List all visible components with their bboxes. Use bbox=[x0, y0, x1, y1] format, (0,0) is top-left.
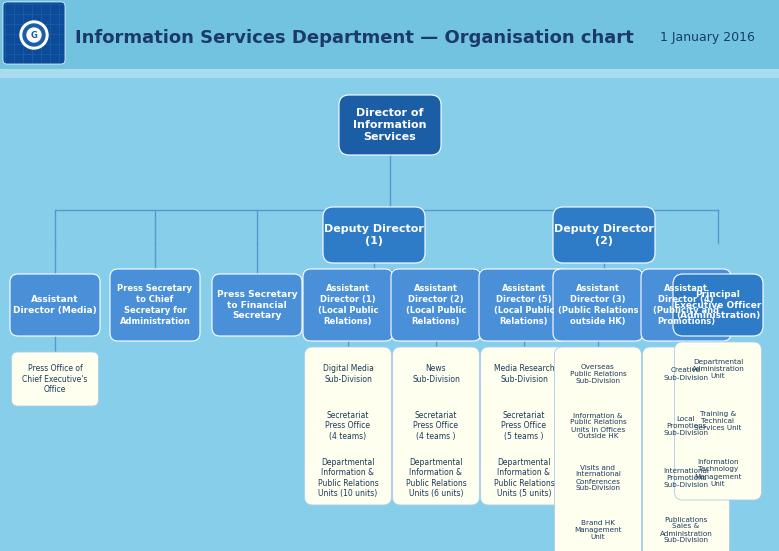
FancyBboxPatch shape bbox=[675, 342, 762, 500]
FancyBboxPatch shape bbox=[479, 269, 569, 341]
FancyBboxPatch shape bbox=[481, 347, 567, 505]
Text: News
Sub-Division: News Sub-Division bbox=[412, 364, 460, 383]
Text: Press Office of
Chief Executive's
Office: Press Office of Chief Executive's Office bbox=[23, 364, 88, 394]
Text: Departmental
Information &
Public Relations
Units (6 units): Departmental Information & Public Relati… bbox=[406, 458, 467, 498]
Text: Local
Promotions
Sub-Division: Local Promotions Sub-Division bbox=[664, 416, 708, 436]
FancyBboxPatch shape bbox=[553, 207, 655, 263]
Text: Assistant
Director (2)
(Local Public
Relations): Assistant Director (2) (Local Public Rel… bbox=[406, 284, 467, 326]
Text: Brand HK
Management
Unit: Brand HK Management Unit bbox=[574, 520, 622, 540]
Text: G: G bbox=[30, 30, 37, 40]
FancyBboxPatch shape bbox=[391, 269, 481, 341]
Text: Assistant
Director (Media): Assistant Director (Media) bbox=[13, 295, 97, 315]
Text: 1 January 2016: 1 January 2016 bbox=[660, 31, 755, 45]
FancyBboxPatch shape bbox=[393, 347, 480, 505]
Text: Secretariat
Press Office
(5 teams ): Secretariat Press Office (5 teams ) bbox=[502, 411, 547, 441]
Text: Training &
Technical
Services Unit: Training & Technical Services Unit bbox=[694, 411, 742, 431]
Text: Principal
Executive Officer
(Administration): Principal Executive Officer (Administrat… bbox=[675, 290, 762, 320]
FancyBboxPatch shape bbox=[212, 274, 302, 336]
FancyBboxPatch shape bbox=[555, 347, 641, 551]
Text: Digital Media
Sub-Division: Digital Media Sub-Division bbox=[323, 364, 373, 383]
FancyBboxPatch shape bbox=[10, 274, 100, 336]
Text: Assistant
Director (3)
(Public Relations
outside HK): Assistant Director (3) (Public Relations… bbox=[558, 284, 638, 326]
FancyBboxPatch shape bbox=[12, 352, 98, 406]
Text: Departmental
Administration
Unit: Departmental Administration Unit bbox=[692, 359, 745, 379]
FancyBboxPatch shape bbox=[3, 2, 65, 64]
Circle shape bbox=[20, 21, 48, 49]
Text: Information
Technology
Management
Unit: Information Technology Management Unit bbox=[694, 460, 742, 487]
Text: Publications
Sales &
Administration
Sub-Division: Publications Sales & Administration Sub-… bbox=[660, 516, 712, 543]
FancyBboxPatch shape bbox=[643, 347, 729, 551]
FancyBboxPatch shape bbox=[673, 274, 763, 336]
Text: Secretariat
Press Office
(4 teams): Secretariat Press Office (4 teams) bbox=[326, 411, 371, 441]
FancyBboxPatch shape bbox=[305, 347, 392, 505]
FancyBboxPatch shape bbox=[323, 207, 425, 263]
Text: Secretariat
Press Office
(4 teams ): Secretariat Press Office (4 teams ) bbox=[414, 411, 459, 441]
Text: Press Secretary
to Chief
Secretary for
Administration: Press Secretary to Chief Secretary for A… bbox=[118, 284, 192, 326]
Text: Director of
Information
Services: Director of Information Services bbox=[353, 108, 427, 142]
Text: Departmental
Information &
Public Relations
Units (10 units): Departmental Information & Public Relati… bbox=[318, 458, 379, 498]
FancyBboxPatch shape bbox=[0, 70, 779, 78]
Text: Assistant
Director (1)
(Local Public
Relations): Assistant Director (1) (Local Public Rel… bbox=[318, 284, 379, 326]
Text: Deputy Director
(1): Deputy Director (1) bbox=[324, 224, 424, 246]
Text: Creative
Sub-Division: Creative Sub-Division bbox=[664, 368, 708, 381]
FancyBboxPatch shape bbox=[641, 269, 731, 341]
FancyBboxPatch shape bbox=[110, 269, 200, 341]
FancyBboxPatch shape bbox=[0, 0, 779, 70]
Text: Media Research
Sub-Division: Media Research Sub-Division bbox=[494, 364, 555, 383]
Text: Visits and
International
Conferences
Sub-Division: Visits and International Conferences Sub… bbox=[575, 464, 621, 491]
FancyBboxPatch shape bbox=[339, 95, 441, 155]
FancyBboxPatch shape bbox=[553, 269, 643, 341]
Text: Deputy Director
(2): Deputy Director (2) bbox=[554, 224, 654, 246]
Text: Information Services Department — Organisation chart: Information Services Department — Organi… bbox=[75, 29, 634, 47]
Text: Press Secretary
to Financial
Secretary: Press Secretary to Financial Secretary bbox=[217, 290, 298, 320]
Circle shape bbox=[27, 28, 41, 42]
Text: Assistant
Director (5)
(Local Public
Relations): Assistant Director (5) (Local Public Rel… bbox=[494, 284, 554, 326]
Text: International
Promotions
Sub-Division: International Promotions Sub-Division bbox=[663, 468, 709, 488]
FancyBboxPatch shape bbox=[303, 269, 393, 341]
Text: Overseas
Public Relations
Sub-Division: Overseas Public Relations Sub-Division bbox=[569, 364, 626, 384]
Circle shape bbox=[23, 24, 45, 46]
Text: Assistant
Director (4)
(Publicity and
Promotions): Assistant Director (4) (Publicity and Pr… bbox=[653, 284, 719, 326]
Text: Departmental
Information &
Public Relations
Units (5 units): Departmental Information & Public Relati… bbox=[494, 458, 555, 498]
Text: Information &
Public Relations
Units in Offices
Outside HK: Information & Public Relations Units in … bbox=[569, 413, 626, 440]
